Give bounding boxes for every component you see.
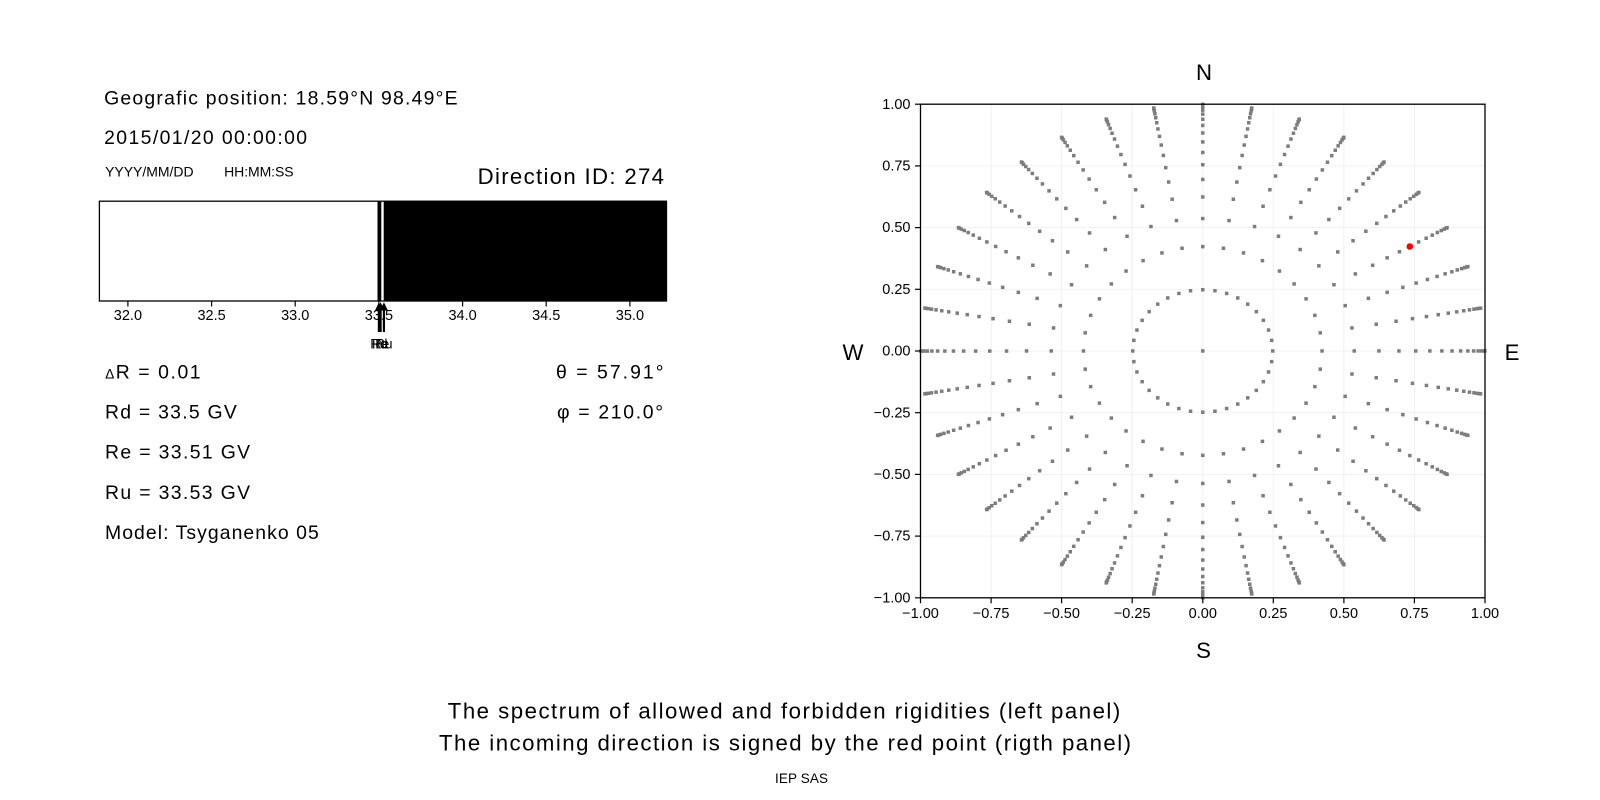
svg-text:0.00: 0.00: [1189, 606, 1217, 622]
svg-text:ΔR = 0.01: ΔR = 0.01: [105, 362, 200, 384]
svg-text:0.25: 0.25: [1259, 606, 1287, 622]
svg-text:Ru: Ru: [375, 337, 392, 352]
svg-text:−1.00: −1.00: [874, 590, 911, 606]
svg-text:The incoming direction is sign: The incoming direction is signed by the …: [439, 731, 1131, 756]
svg-text:Re = 33.51 GV: Re = 33.51 GV: [105, 442, 250, 464]
svg-text:33.0: 33.0: [281, 308, 309, 324]
svg-text:W: W: [843, 340, 864, 365]
svg-text:0.50: 0.50: [882, 220, 910, 236]
svg-text:0.25: 0.25: [882, 282, 910, 298]
svg-text:−0.75: −0.75: [973, 606, 1010, 622]
svg-text:34.5: 34.5: [532, 308, 560, 324]
svg-text:Rd: Rd: [370, 337, 387, 352]
svg-text:34.0: 34.0: [448, 308, 476, 324]
svg-text:−0.25: −0.25: [1114, 606, 1151, 622]
svg-text:2015/01/20 00:00:00: 2015/01/20 00:00:00: [104, 127, 307, 149]
svg-text:φ = 210.0°: φ = 210.0°: [557, 402, 663, 424]
svg-text:E: E: [1505, 340, 1520, 365]
svg-text:32.0: 32.0: [114, 308, 142, 324]
svg-text:−0.75: −0.75: [874, 529, 911, 545]
svg-text:0.50: 0.50: [1330, 606, 1358, 622]
svg-text:−1.00: −1.00: [902, 606, 939, 622]
svg-text:S: S: [1196, 638, 1211, 663]
svg-text:IEP SAS: IEP SAS: [775, 771, 828, 786]
svg-text:The spectrum of allowed and fo: The spectrum of allowed and forbidden ri…: [448, 699, 1121, 724]
svg-text:0.00: 0.00: [882, 344, 910, 360]
svg-text:−0.50: −0.50: [874, 467, 911, 483]
svg-text:Geografic position: 18.59°N 98: Geografic position: 18.59°N 98.49°E: [104, 88, 458, 110]
svg-text:Rd = 33.5 GV: Rd = 33.5 GV: [105, 402, 237, 424]
svg-text:1.00: 1.00: [1471, 606, 1499, 622]
svg-text:YYYY/MM/DD: YYYY/MM/DD: [105, 164, 194, 180]
svg-text:Ru = 33.53 GV: Ru = 33.53 GV: [105, 482, 250, 504]
svg-text:θ = 57.91°: θ = 57.91°: [556, 362, 664, 384]
svg-text:HH:MM:SS: HH:MM:SS: [224, 164, 294, 180]
svg-text:32.5: 32.5: [197, 308, 225, 324]
svg-text:1.00: 1.00: [882, 97, 910, 113]
svg-text:0.75: 0.75: [1400, 606, 1428, 622]
svg-text:35.0: 35.0: [616, 308, 644, 324]
svg-text:Re: Re: [372, 337, 389, 352]
svg-text:0.75: 0.75: [882, 159, 910, 175]
svg-text:N: N: [1196, 60, 1212, 85]
svg-text:−0.25: −0.25: [874, 405, 911, 421]
svg-text:−0.50: −0.50: [1043, 606, 1080, 622]
svg-text:Direction ID: 274: Direction ID: 274: [478, 164, 664, 189]
svg-text:Model: Tsyganenko 05: Model: Tsyganenko 05: [105, 522, 319, 544]
